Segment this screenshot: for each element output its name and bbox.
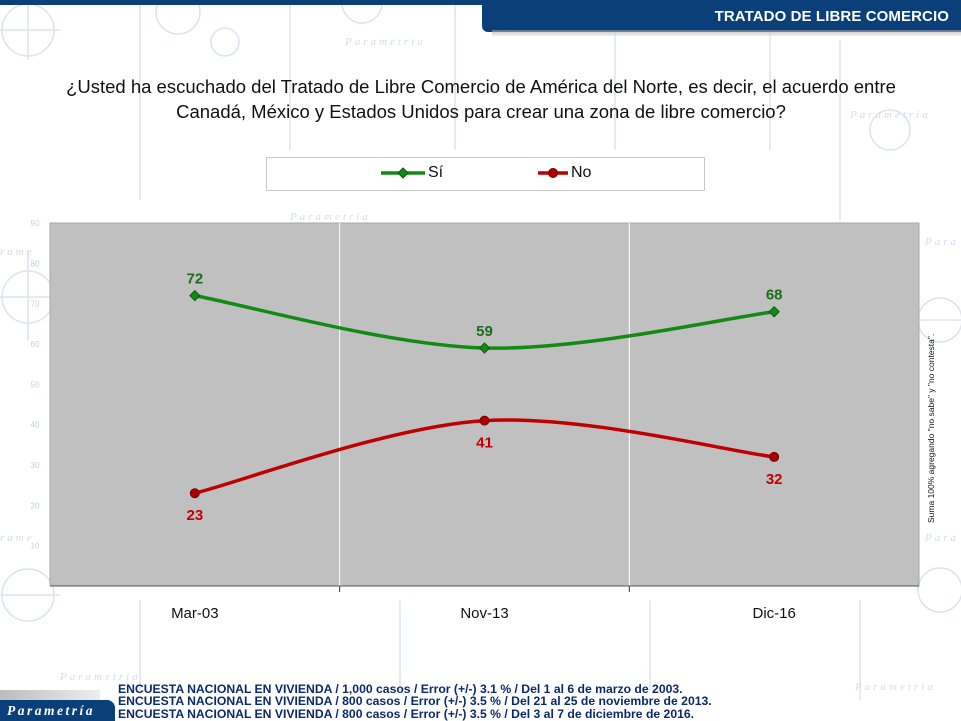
data-label: 41 [476,435,493,452]
x-tick-label: Nov-13 [460,605,508,622]
data-label: 23 [186,507,203,524]
question-line-1: ¿Usted ha escuchado del Tratado de Libre… [66,76,896,97]
legend-no-label: No [571,164,592,181]
series-no: 23 41 32 [186,415,783,524]
footnote-line: ENCUESTA NACIONAL EN VIVIENDA / 800 caso… [118,694,712,709]
legend-no-marker-icon [538,168,568,178]
data-point-marker [478,342,491,354]
data-label: 59 [476,323,493,340]
brand-shadow [0,690,100,700]
brand-logo: Parametría [0,700,115,721]
data-point-marker [189,289,201,302]
survey-footnotes: ENCUESTA NACIONAL EN VIVIENDA / 1,000 ca… [118,683,712,720]
section-title-tab: TRATADO DE LIBRE COMERCIO [482,0,961,32]
footnote-line: ENCUESTA NACIONAL EN VIVIENDA / 800 caso… [118,706,695,721]
x-tick-label: Dic-16 [752,605,795,622]
legend-item-no: No [538,164,591,182]
legend-si-label: Sí [428,164,444,181]
plot-area [49,222,920,587]
legend-si-marker-icon [381,167,425,179]
y-tick-label: 40 [31,421,40,430]
series-si: 72 59 68 [186,271,783,354]
data-point-marker [768,306,780,318]
header-bar [0,0,961,5]
legend-item-si: Sí [381,164,443,182]
title-tab-shadow [492,30,961,36]
y-tick-label: 50 [31,380,40,389]
survey-question: ¿Usted ha escuchado del Tratado de Libre… [30,74,932,124]
data-label: 68 [766,287,783,304]
chart-legend: Sí No [266,157,705,191]
y-tick-label: 80 [31,259,40,268]
data-point-marker [769,451,780,462]
y-tick-label: 90 [31,219,40,228]
y-tick-label: 70 [31,300,40,309]
y-tick-label: 30 [31,461,40,470]
y-tick-label: 20 [31,501,40,510]
question-line-2: Canadá, México y Estados Unidos para cre… [176,101,786,122]
data-point-marker [479,415,490,426]
data-label: 72 [186,271,203,288]
data-label: 32 [766,471,783,488]
data-point-marker [189,488,200,499]
y-tick-label: 10 [31,542,40,551]
y-tick-label: 60 [31,340,40,349]
section-title: TRATADO DE LIBRE COMERCIO [714,8,949,25]
footnote-line: ENCUESTA NACIONAL EN VIVIENDA / 1,000 ca… [118,682,683,696]
side-note: Suma 100% agregando "no sabe" y "no cont… [926,333,936,523]
x-tick-label: Mar-03 [171,605,219,622]
